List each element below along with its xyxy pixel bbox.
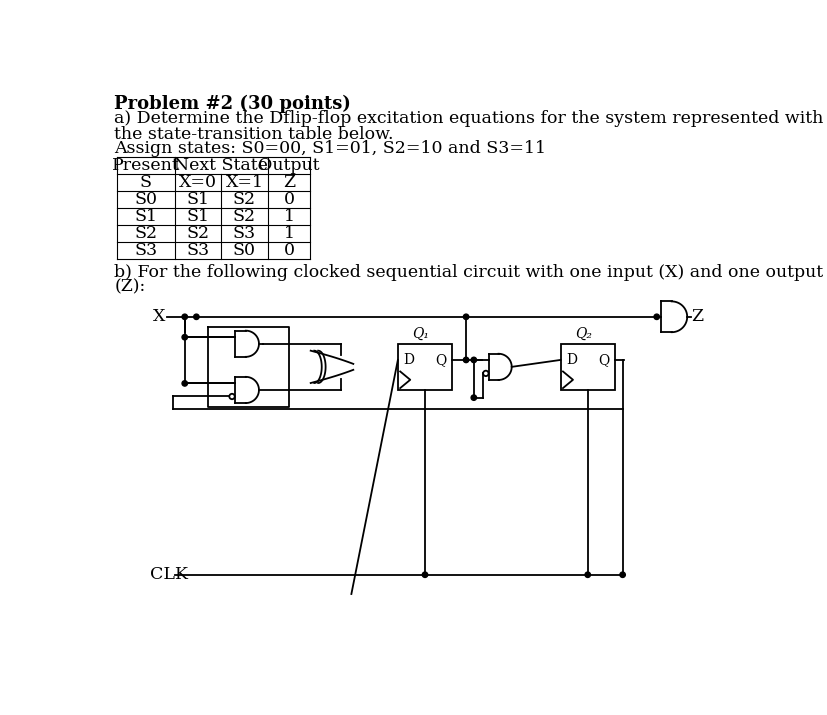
- Bar: [398, 344, 452, 390]
- Bar: [561, 344, 615, 390]
- Text: Next State: Next State: [174, 157, 268, 174]
- Text: D: D: [566, 353, 577, 367]
- Circle shape: [463, 314, 469, 320]
- Text: S2: S2: [233, 208, 256, 225]
- Text: Output: Output: [258, 157, 320, 174]
- Text: S1: S1: [186, 208, 209, 225]
- Text: Q: Q: [598, 353, 609, 367]
- Text: Present: Present: [112, 157, 179, 174]
- Text: 1: 1: [284, 208, 294, 225]
- Text: the state-transition table below.: the state-transition table below.: [114, 126, 394, 143]
- Text: S2: S2: [186, 225, 209, 242]
- Text: X=0: X=0: [179, 174, 217, 192]
- Circle shape: [194, 314, 199, 320]
- Text: CLK: CLK: [150, 566, 188, 583]
- Circle shape: [471, 395, 476, 400]
- Text: X=1: X=1: [226, 174, 264, 192]
- Circle shape: [423, 572, 428, 578]
- Text: D: D: [404, 353, 414, 367]
- Text: S3: S3: [134, 242, 157, 259]
- Text: Q₁: Q₁: [413, 327, 429, 340]
- Text: S1: S1: [186, 191, 209, 208]
- Text: a) Determine the Dflip-flop excitation equations for the system represented with: a) Determine the Dflip-flop excitation e…: [114, 110, 827, 127]
- Text: S0: S0: [134, 191, 157, 208]
- Text: X: X: [153, 308, 165, 325]
- Text: S0: S0: [233, 242, 256, 259]
- Text: S2: S2: [233, 191, 256, 208]
- Text: Q: Q: [436, 353, 447, 367]
- Circle shape: [620, 572, 625, 578]
- Circle shape: [182, 335, 188, 340]
- Circle shape: [182, 314, 188, 320]
- Text: S: S: [140, 174, 151, 192]
- Text: b) For the following clocked sequential circuit with one input (X) and one outpu: b) For the following clocked sequential …: [114, 264, 824, 281]
- Circle shape: [471, 358, 476, 363]
- Text: 1: 1: [284, 225, 294, 242]
- Text: Assign states: S0=00, S1=01, S2=10 and S3=11: Assign states: S0=00, S1=01, S2=10 and S…: [114, 139, 546, 157]
- Text: Problem #2 (30 points): Problem #2 (30 points): [114, 95, 351, 113]
- Text: (Z):: (Z):: [114, 278, 146, 295]
- Text: S3: S3: [186, 242, 209, 259]
- Text: 0: 0: [284, 242, 294, 259]
- Circle shape: [463, 358, 469, 363]
- Circle shape: [654, 314, 659, 320]
- Text: Q₂: Q₂: [576, 327, 592, 340]
- Text: S3: S3: [233, 225, 256, 242]
- Text: Z: Z: [691, 308, 703, 325]
- Text: S1: S1: [134, 208, 157, 225]
- Circle shape: [585, 572, 590, 578]
- Circle shape: [182, 380, 188, 386]
- Text: Z: Z: [283, 174, 295, 192]
- Text: 0: 0: [284, 191, 294, 208]
- Text: S2: S2: [134, 225, 157, 242]
